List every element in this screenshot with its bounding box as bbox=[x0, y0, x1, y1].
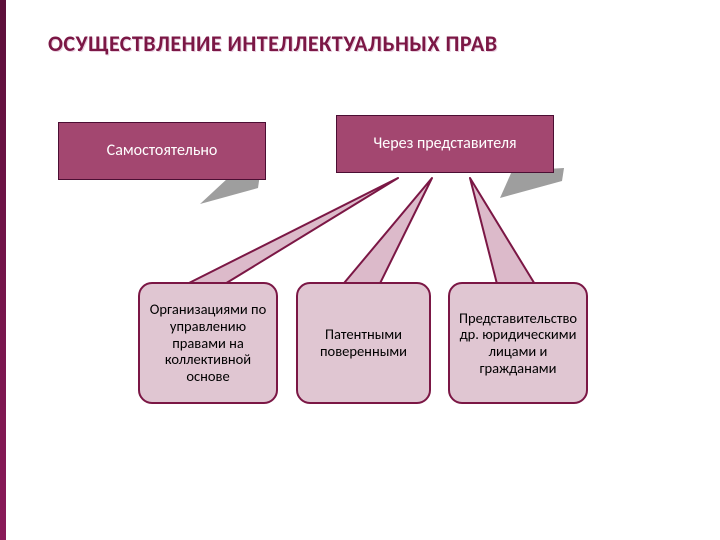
arrow-tails-layer bbox=[0, 0, 720, 540]
main-box-representative: Через представителя bbox=[336, 115, 554, 173]
main-box-self-label: Самостоятельно bbox=[107, 141, 218, 160]
page-title: ОСУЩЕСТВЛЕНИЕ ИНТЕЛЛЕКТУАЛЬНЫХ ПРАВ bbox=[48, 30, 498, 57]
main-box-self: Самостоятельно bbox=[58, 122, 266, 180]
callout-org: Организациями по управлению правами на к… bbox=[138, 282, 278, 404]
callout-repr-label: Представительство др. юридическими лицам… bbox=[456, 310, 580, 377]
connector-repr bbox=[470, 178, 535, 284]
connector-patent bbox=[343, 178, 432, 284]
callout-repr: Представительство др. юридическими лицам… bbox=[448, 282, 588, 404]
main-box-representative-label: Через представителя bbox=[373, 134, 516, 153]
callout-patent-label: Патентными поверенными bbox=[304, 326, 423, 359]
callout-connectors bbox=[0, 0, 720, 540]
left-accent-stripe bbox=[0, 0, 6, 540]
callout-org-label: Организациями по управлению правами на к… bbox=[146, 301, 270, 384]
callout-patent: Патентными поверенными bbox=[296, 282, 431, 404]
connector-org bbox=[187, 178, 398, 284]
